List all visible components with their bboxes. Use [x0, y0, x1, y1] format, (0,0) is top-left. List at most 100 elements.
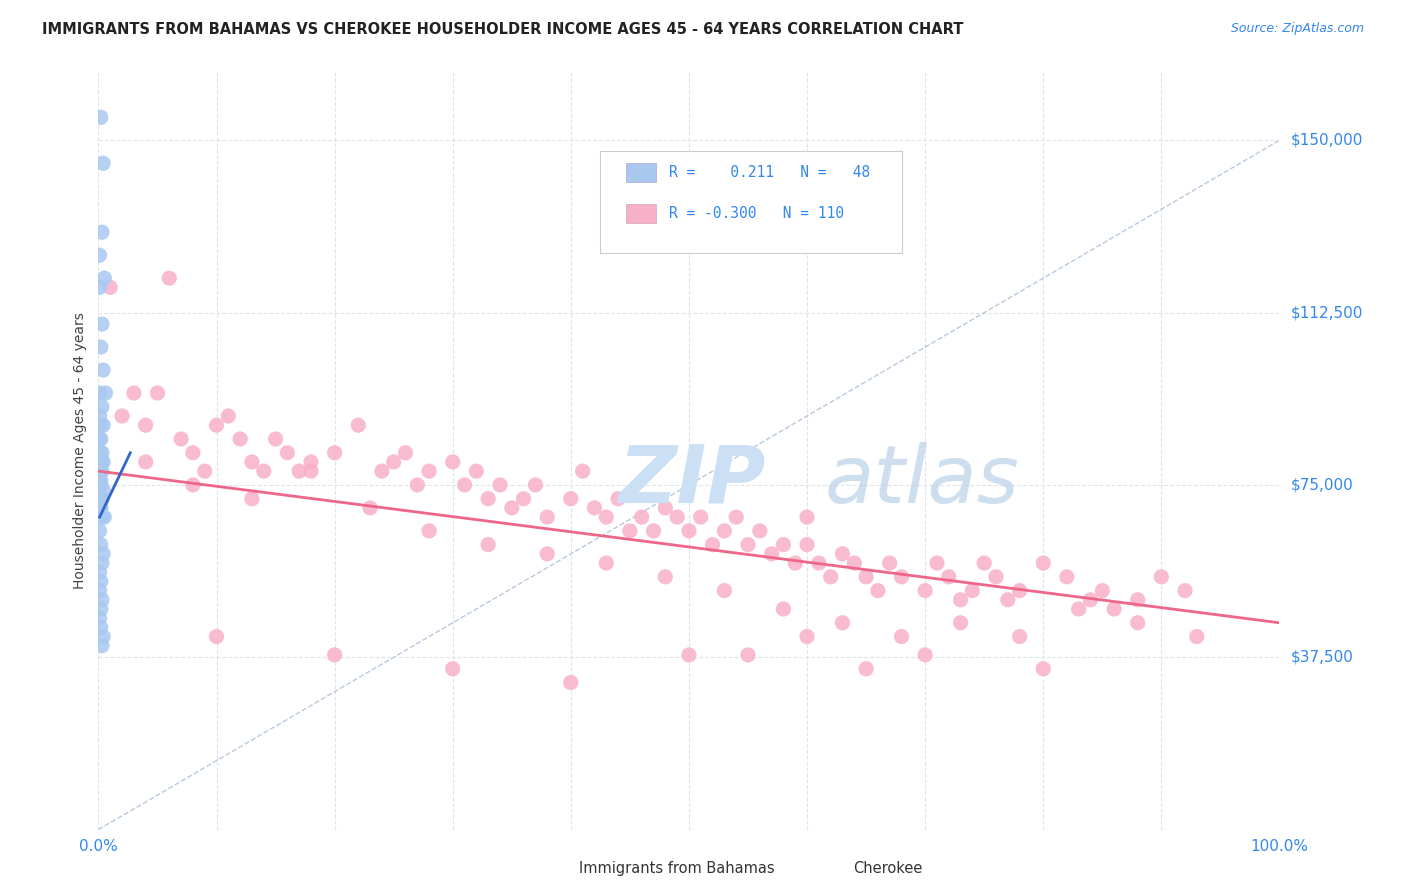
Point [91, 455, 114, 469]
Point [702, 538, 724, 552]
Point [914, 583, 936, 598]
Point [607, 491, 630, 506]
Text: $112,500: $112,500 [1291, 305, 1362, 320]
Point [91, 363, 114, 377]
Point [643, 524, 665, 538]
Point [406, 478, 429, 492]
Point [453, 478, 475, 492]
Point [1102, 602, 1125, 616]
Point [1185, 630, 1208, 644]
Point [536, 547, 558, 561]
Point [89, 280, 111, 294]
Point [181, 446, 204, 460]
Point [91, 592, 114, 607]
Point [90, 478, 112, 492]
Point [157, 271, 180, 285]
Point [90, 111, 112, 125]
Point [441, 662, 464, 676]
Point [678, 524, 700, 538]
Point [678, 648, 700, 662]
Point [181, 478, 204, 492]
Point [844, 556, 866, 570]
Text: Immigrants from Bahamas: Immigrants from Bahamas [579, 862, 775, 876]
Point [98, 280, 121, 294]
Point [654, 570, 676, 584]
Point [240, 455, 263, 469]
Point [512, 491, 534, 506]
Point [91, 491, 114, 506]
Point [89, 611, 111, 625]
Point [91, 400, 114, 414]
Point [890, 630, 912, 644]
Point [737, 538, 759, 552]
Point [524, 478, 547, 492]
Point [264, 432, 287, 446]
Point [89, 566, 111, 580]
Point [595, 556, 617, 570]
Point [89, 491, 111, 506]
Point [91, 630, 114, 644]
Point [90, 464, 112, 478]
Point [571, 464, 593, 478]
Point [122, 386, 145, 401]
Point [477, 491, 499, 506]
Text: atlas: atlas [825, 442, 1019, 520]
Point [299, 455, 322, 469]
Point [785, 556, 807, 570]
Point [925, 556, 948, 570]
Point [194, 464, 217, 478]
Point [1032, 662, 1054, 676]
Point [135, 455, 157, 469]
Text: R =    0.211   N =   48: R = 0.211 N = 48 [669, 165, 870, 179]
Point [89, 524, 111, 538]
Point [713, 583, 735, 598]
Point [1091, 583, 1114, 598]
Point [111, 409, 134, 423]
Point [654, 500, 676, 515]
Point [205, 418, 228, 433]
Point [89, 464, 111, 478]
Point [323, 648, 346, 662]
Point [382, 455, 405, 469]
Point [90, 473, 112, 487]
Point [772, 602, 794, 616]
Point [761, 547, 783, 561]
Point [91, 446, 114, 460]
Point [89, 248, 111, 262]
Point [689, 510, 711, 524]
Point [90, 538, 112, 552]
Point [253, 464, 276, 478]
Point [914, 648, 936, 662]
Point [89, 583, 111, 598]
Point [91, 317, 114, 331]
Text: $37,500: $37,500 [1291, 649, 1354, 665]
Bar [534, 860, 569, 880]
Point [1080, 592, 1102, 607]
Point [146, 386, 169, 401]
Point [630, 510, 652, 524]
Point [371, 464, 394, 478]
Text: $75,000: $75,000 [1291, 477, 1354, 492]
Point [772, 538, 794, 552]
Text: R = -0.300   N = 110: R = -0.300 N = 110 [669, 206, 844, 220]
Point [90, 574, 112, 589]
Point [1150, 570, 1173, 584]
Point [501, 500, 523, 515]
Text: Cherokee: Cherokee [853, 862, 922, 876]
Point [91, 639, 114, 653]
Text: ZIP: ZIP [619, 442, 765, 520]
Point [595, 510, 617, 524]
Text: Source: ZipAtlas.com: Source: ZipAtlas.com [1230, 22, 1364, 36]
Point [879, 556, 901, 570]
Point [973, 556, 995, 570]
Point [89, 386, 111, 401]
Point [831, 547, 853, 561]
Point [90, 340, 112, 354]
Point [90, 620, 112, 634]
Point [394, 446, 416, 460]
Point [135, 418, 157, 433]
Point [1067, 602, 1090, 616]
Point [299, 464, 322, 478]
Point [91, 156, 114, 170]
Y-axis label: Householder Income Ages 45 - 64 years: Householder Income Ages 45 - 64 years [73, 312, 87, 589]
